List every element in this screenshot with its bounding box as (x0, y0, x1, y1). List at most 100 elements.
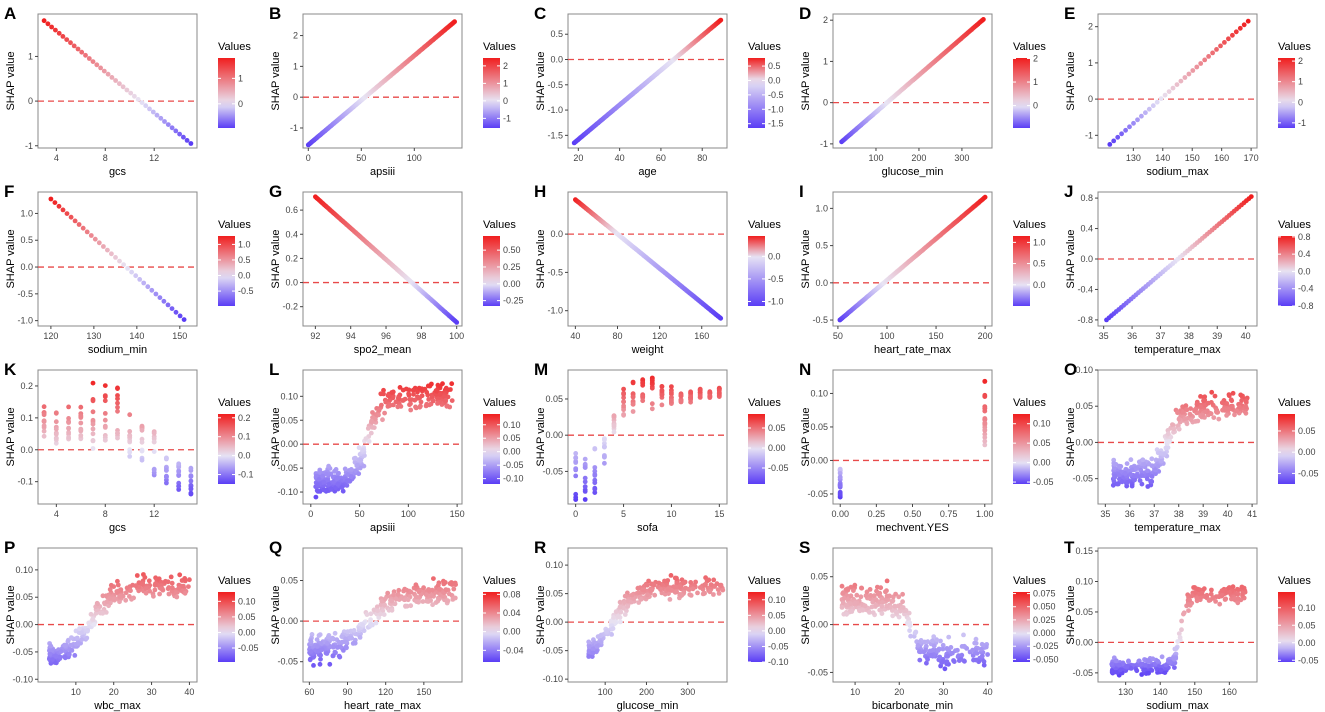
data-point (649, 401, 655, 407)
data-point (1163, 445, 1169, 451)
data-point (1222, 407, 1228, 412)
data-point (151, 593, 156, 599)
data-point (1145, 472, 1151, 478)
y-tick-label: -0.05 (12, 647, 33, 657)
data-point (406, 391, 411, 397)
data-point (934, 637, 939, 643)
y-tick-label: -0.05 (277, 463, 298, 473)
data-point (1138, 662, 1144, 667)
data-point (117, 81, 122, 87)
legend-colorbar (483, 592, 500, 662)
data-point (446, 591, 452, 597)
data-point (128, 90, 134, 96)
y-axis-title: SHAP value (800, 229, 812, 288)
data-point (1209, 389, 1215, 395)
y-tick-label: 0.00 (280, 439, 298, 449)
data-point (428, 598, 433, 603)
legend-tick-label: -1.0 (768, 104, 784, 114)
data-point (102, 437, 108, 443)
data-point (629, 599, 634, 605)
data-point (844, 611, 849, 617)
data-point (78, 404, 84, 410)
data-point (360, 622, 366, 628)
data-point (630, 394, 636, 400)
x-tick-label: 100 (407, 153, 422, 163)
data-point (321, 479, 327, 485)
legend-title: Values (1013, 41, 1046, 53)
y-axis-title: SHAP value (1065, 51, 1077, 110)
legend-tick-label: 0.10 (503, 420, 521, 430)
data-point (78, 436, 84, 442)
data-point (857, 608, 862, 613)
data-point (132, 93, 137, 99)
x-tick-label: 10 (850, 687, 860, 697)
data-point (586, 639, 592, 645)
data-point (658, 587, 663, 592)
legend-title: Values (748, 397, 781, 409)
legend-colorbar (1013, 414, 1030, 484)
data-point (702, 582, 708, 588)
data-point (940, 646, 946, 652)
data-point (376, 408, 382, 413)
data-point (1224, 413, 1229, 418)
data-point (1162, 670, 1168, 675)
y-tick-label: 0.5 (20, 235, 33, 245)
data-point (716, 591, 722, 596)
x-tick-label: 200 (978, 331, 993, 341)
data-point (156, 576, 162, 582)
data-point (147, 588, 153, 594)
legend-tick-label: 0.05 (238, 612, 256, 622)
y-axis-title: SHAP value (800, 585, 812, 644)
data-point (141, 280, 147, 286)
data-point (347, 635, 353, 641)
data-point (1176, 631, 1182, 636)
data-point (921, 649, 927, 655)
data-point (340, 488, 346, 494)
data-point (711, 577, 717, 583)
data-point (1186, 71, 1192, 77)
data-point (363, 436, 369, 441)
data-point (68, 40, 73, 46)
x-tick-label: 150 (1185, 153, 1200, 163)
x-axis-title: wbc_max (93, 700, 141, 712)
legend-tick-label: 0 (1033, 101, 1038, 111)
data-point (1145, 468, 1150, 474)
data-point (573, 455, 579, 461)
data-point (1214, 410, 1220, 415)
data-point (449, 398, 455, 403)
data-point (153, 291, 159, 297)
data-point (41, 404, 47, 410)
panel-j: J 35 36 37 38 39 40 -0.8 -0.4 0.0 0.4 0.8 temperatur… (1064, 182, 1314, 356)
x-tick-label: 120 (652, 331, 667, 341)
data-point (173, 309, 179, 315)
data-point (373, 620, 379, 626)
y-tick-label: 0.0 (20, 445, 33, 455)
data-point (662, 578, 667, 584)
data-point (973, 636, 979, 642)
data-point (1192, 407, 1198, 413)
data-point (102, 398, 108, 404)
x-tick-label: 20 (109, 687, 119, 697)
data-point (982, 442, 988, 448)
data-point (1205, 400, 1211, 406)
legend-tick-label: -0.05 (1298, 468, 1319, 478)
data-point (182, 590, 188, 596)
y-tick-label: 0.00 (545, 430, 563, 440)
data-point (594, 643, 600, 649)
data-point (688, 394, 693, 400)
data-point (109, 75, 115, 80)
data-point (324, 471, 329, 477)
data-point (1135, 117, 1140, 123)
data-point (115, 582, 121, 588)
y-tick-label: 0 (293, 92, 298, 102)
data-point (1228, 397, 1234, 403)
data-point (890, 613, 896, 619)
data-point (1149, 474, 1155, 479)
data-point (900, 591, 905, 597)
data-point (48, 643, 54, 649)
data-point (1212, 393, 1218, 399)
data-point (311, 663, 316, 668)
y-tick-label: -0.05 (807, 489, 828, 499)
y-axis-title: SHAP value (800, 51, 812, 110)
x-tick-label: 150 (172, 331, 187, 341)
